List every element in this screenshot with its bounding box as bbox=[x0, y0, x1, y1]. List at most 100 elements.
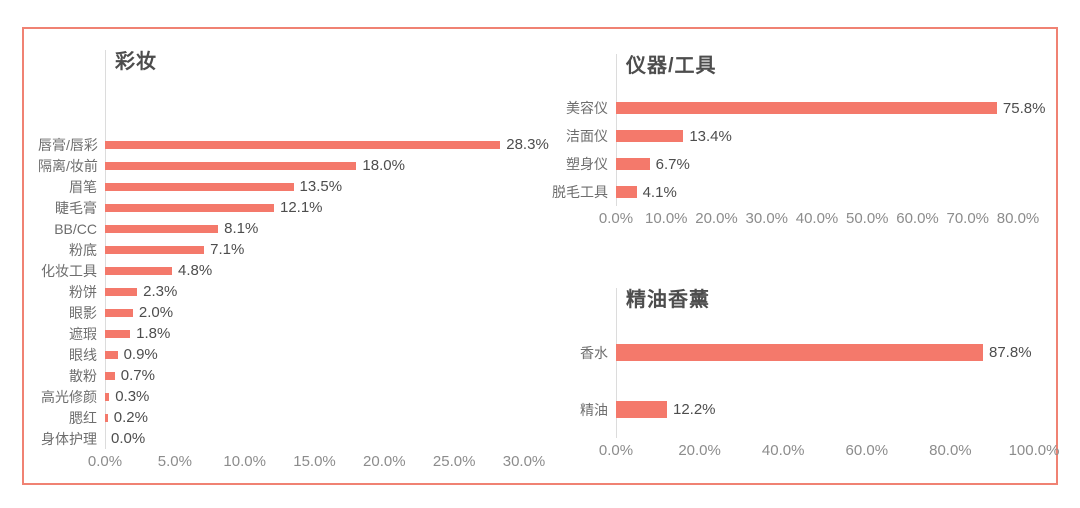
category-label: 洁面仪 bbox=[566, 128, 608, 144]
chart-title: 彩妆 bbox=[115, 51, 157, 73]
bar-area: 13.5% bbox=[105, 176, 524, 197]
bar bbox=[616, 158, 650, 170]
bar-row: 高光修颜 0.3% bbox=[38, 386, 524, 407]
chart-makeup: 彩妆 唇膏/唇彩 28.3% 隔离/妆前 18.0% 眉笔 13.5% 睫毛膏 12.1% BB/… bbox=[38, 48, 549, 477]
bar-row: 眼影 2.0% bbox=[38, 302, 524, 323]
category-label: 散粉 bbox=[69, 367, 97, 384]
category-label: 隔离/妆前 bbox=[38, 157, 98, 174]
bar-area: 0.9% bbox=[105, 344, 524, 365]
x-axis-tick: 50.0% bbox=[845, 210, 889, 227]
bar bbox=[105, 308, 133, 317]
x-axis-tick: 20.0% bbox=[695, 210, 738, 227]
bar bbox=[616, 186, 637, 198]
category-label: 眼影 bbox=[69, 304, 97, 321]
bar-area: 75.8% bbox=[616, 94, 1045, 122]
bar-area: 2.0% bbox=[105, 302, 524, 323]
bar-row: 眼线 0.9% bbox=[38, 344, 524, 365]
category-label: 高光修颜 bbox=[41, 388, 97, 405]
chart-title: 仪器/工具 bbox=[626, 55, 717, 77]
category-label: 粉饼 bbox=[69, 283, 97, 300]
bar-area: 18.0% bbox=[105, 155, 524, 176]
bar-area: 0.0% bbox=[105, 428, 524, 449]
category-label: BB/CC bbox=[54, 220, 97, 237]
bar-area: 0.3% bbox=[105, 386, 524, 407]
bar bbox=[105, 287, 138, 296]
x-axis-tick: 20.0% bbox=[678, 442, 721, 459]
x-axis-tick: 40.0% bbox=[761, 442, 805, 459]
x-axis-tick: 0.0% bbox=[87, 453, 123, 470]
bar-area: 6.7% bbox=[616, 150, 1018, 178]
bar bbox=[616, 401, 667, 418]
x-axis-tick: 40.0% bbox=[795, 210, 839, 227]
x-axis-tick: 30.0% bbox=[745, 210, 789, 227]
bar-row: 隔离/妆前 18.0% bbox=[38, 155, 524, 176]
value-label: 75.8% bbox=[1002, 99, 1046, 117]
value-label: 12.2% bbox=[672, 401, 716, 418]
bar bbox=[616, 344, 983, 361]
value-label: 1.8% bbox=[136, 325, 171, 342]
bar-row: 唇膏/唇彩 28.3% bbox=[38, 134, 549, 155]
value-label: 18.0% bbox=[362, 157, 405, 174]
bar-area: 1.8% bbox=[105, 323, 524, 344]
category-label: 唇膏/唇彩 bbox=[38, 136, 98, 153]
bar-row: 化妆工具 4.8% bbox=[38, 260, 524, 281]
value-label: 0.3% bbox=[115, 388, 150, 405]
x-axis-tick: 60.0% bbox=[845, 442, 889, 459]
bar-row: BB/CC 8.1% bbox=[38, 218, 524, 239]
bar bbox=[105, 371, 115, 380]
bar bbox=[105, 392, 110, 401]
bar-row: 塑身仪 6.7% bbox=[552, 150, 1018, 178]
bar bbox=[616, 130, 684, 142]
bar-area: 0.7% bbox=[105, 365, 524, 386]
bar-row: 遮瑕 1.8% bbox=[38, 323, 524, 344]
x-axis-tick: 80.0% bbox=[929, 442, 972, 459]
value-label: 8.1% bbox=[224, 220, 259, 237]
bar bbox=[105, 224, 219, 233]
bar bbox=[616, 102, 997, 114]
bar-area: 8.1% bbox=[105, 218, 524, 239]
chart-title: 精油香薰 bbox=[626, 289, 710, 311]
x-axis-tick: 100.0% bbox=[1008, 442, 1060, 459]
category-label: 遮瑕 bbox=[69, 325, 97, 342]
bar-area: 12.1% bbox=[105, 197, 524, 218]
bar bbox=[105, 350, 118, 359]
bar-row: 粉饼 2.3% bbox=[38, 281, 524, 302]
value-label: 2.3% bbox=[143, 283, 178, 300]
value-label: 12.1% bbox=[279, 199, 323, 216]
bar-row: 香水 87.8% bbox=[552, 324, 1034, 381]
bar-row: 身体护理 0.0% bbox=[38, 428, 524, 449]
category-label: 粉底 bbox=[69, 241, 97, 258]
bar-row: 精油 12.2% bbox=[552, 381, 1034, 438]
category-label: 眼线 bbox=[69, 346, 97, 363]
bar-area: 4.1% bbox=[616, 178, 1018, 206]
value-label: 87.8% bbox=[989, 344, 1032, 361]
x-axis-tick: 30.0% bbox=[502, 453, 546, 470]
x-axis-tick: 15.0% bbox=[293, 453, 336, 470]
value-label: 2.0% bbox=[138, 304, 174, 321]
value-label: 6.7% bbox=[655, 155, 690, 173]
category-label: 腮红 bbox=[69, 409, 97, 426]
x-axis-tick: 60.0% bbox=[896, 210, 939, 227]
bar-area: 28.3% bbox=[105, 134, 549, 155]
bar-row: 洁面仪 13.4% bbox=[552, 122, 1018, 150]
bar-row: 散粉 0.7% bbox=[38, 365, 524, 386]
value-label: 7.1% bbox=[210, 241, 245, 258]
category-label: 美容仪 bbox=[566, 100, 608, 116]
bar-row: 腮红 0.2% bbox=[38, 407, 524, 428]
x-axis-tick: 25.0% bbox=[432, 453, 476, 470]
chart-devices-tools: 仪器/工具 美容仪 75.8% 洁面仪 13.4% 塑身仪 6.7% 脱毛工具 4.1% 0.0%… bbox=[552, 52, 1045, 234]
x-axis-tick: 70.0% bbox=[946, 210, 990, 227]
bar-area: 4.8% bbox=[105, 260, 524, 281]
bar-area: 87.8% bbox=[616, 324, 1034, 381]
category-label: 香水 bbox=[580, 344, 608, 361]
bar bbox=[105, 245, 205, 254]
category-label: 脱毛工具 bbox=[552, 184, 608, 200]
value-label: 0.9% bbox=[123, 346, 158, 363]
x-axis-tick: 10.0% bbox=[644, 210, 688, 227]
category-label: 塑身仪 bbox=[566, 156, 608, 172]
x-axis-tick: 20.0% bbox=[363, 453, 406, 470]
value-label: 0.7% bbox=[120, 367, 155, 384]
bar-area: 2.3% bbox=[105, 281, 524, 302]
value-label: 0.2% bbox=[113, 409, 148, 426]
